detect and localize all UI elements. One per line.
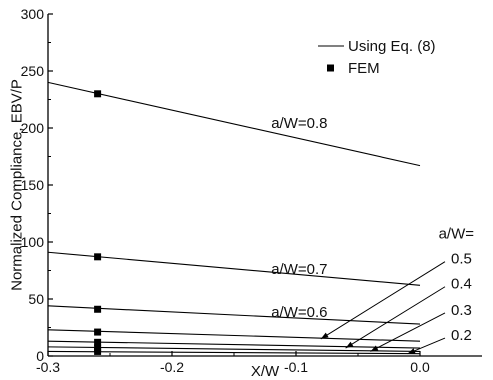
legend: Using Eq. (8) FEM (318, 38, 436, 77)
x-axis-title: X/W (251, 363, 280, 380)
legend-label: Using Eq. (8) (348, 38, 436, 55)
inline-label: a/W=0.8 (271, 115, 327, 132)
y-tick-label: 50 (28, 291, 44, 307)
series-line-a-w-0-4 (47, 340, 421, 349)
inline-label: a/W=0.7 (271, 261, 327, 278)
callout-leader (320, 261, 446, 340)
series-line-a-w-0-3 (47, 346, 421, 352)
x-tick-label: -0.1 (284, 359, 308, 375)
y-tick-label: 250 (21, 63, 45, 79)
callout-arrowhead (370, 345, 379, 352)
y-tick-label: 0 (36, 348, 44, 364)
series-lines (47, 81, 421, 355)
y-tick-label: 100 (21, 234, 45, 250)
fem-marker-a-w-0-7 (94, 253, 102, 261)
fem-marker-a-w-0-8 (94, 90, 102, 98)
callout-label: 0.4 (451, 276, 472, 293)
y-tick-label: 200 (21, 120, 45, 136)
legend-square-swatch (327, 64, 334, 72)
annotations: a/W=0.8 a/W=0.7 a/W=0.6 a/W= 0.5 0.4 0.3 0.2 (271, 115, 475, 355)
callout-label: 0.5 (451, 251, 472, 268)
y-tick-label: 300 (21, 6, 45, 22)
y-tick-label: 150 (21, 177, 45, 193)
fem-marker-a-w-0-6 (94, 305, 102, 313)
callout-arrowhead (407, 348, 416, 354)
callout-label: 0.3 (451, 302, 472, 319)
inline-label: a/W=0.6 (271, 304, 327, 321)
callout-header: a/W= (439, 226, 475, 243)
callout-leader (345, 286, 446, 349)
x-tick-label: -0.3 (36, 359, 60, 375)
callout-arrowhead (320, 332, 329, 339)
fem-marker-a-w-0-5 (94, 328, 102, 336)
axes: 0 50 100 150 200 250 300 -0.3 -0.2 -0.1 0.0 (21, 6, 482, 375)
x-tick-label: 0.0 (410, 359, 430, 375)
fem-marker-a-w-0-4 (94, 338, 102, 346)
callout-arrowhead (345, 341, 354, 349)
callout-leader (370, 312, 446, 352)
legend-label: FEM (348, 60, 380, 77)
series-line-a-w-0-6 (47, 305, 421, 325)
y-axis-title: Normalized Compliance, EBV/P (8, 79, 25, 291)
fem-markers (94, 90, 102, 355)
series-line-a-w-0-5 (47, 329, 421, 342)
series-line-a-w-0-8 (47, 81, 421, 167)
callout-label: 0.2 (451, 327, 472, 344)
fem-marker-a-w-0-2 (94, 347, 102, 355)
x-tick-label: -0.2 (160, 359, 184, 375)
series-line-a-w-0-7 (47, 251, 421, 286)
series-line-a-w-0-2 (47, 350, 421, 355)
